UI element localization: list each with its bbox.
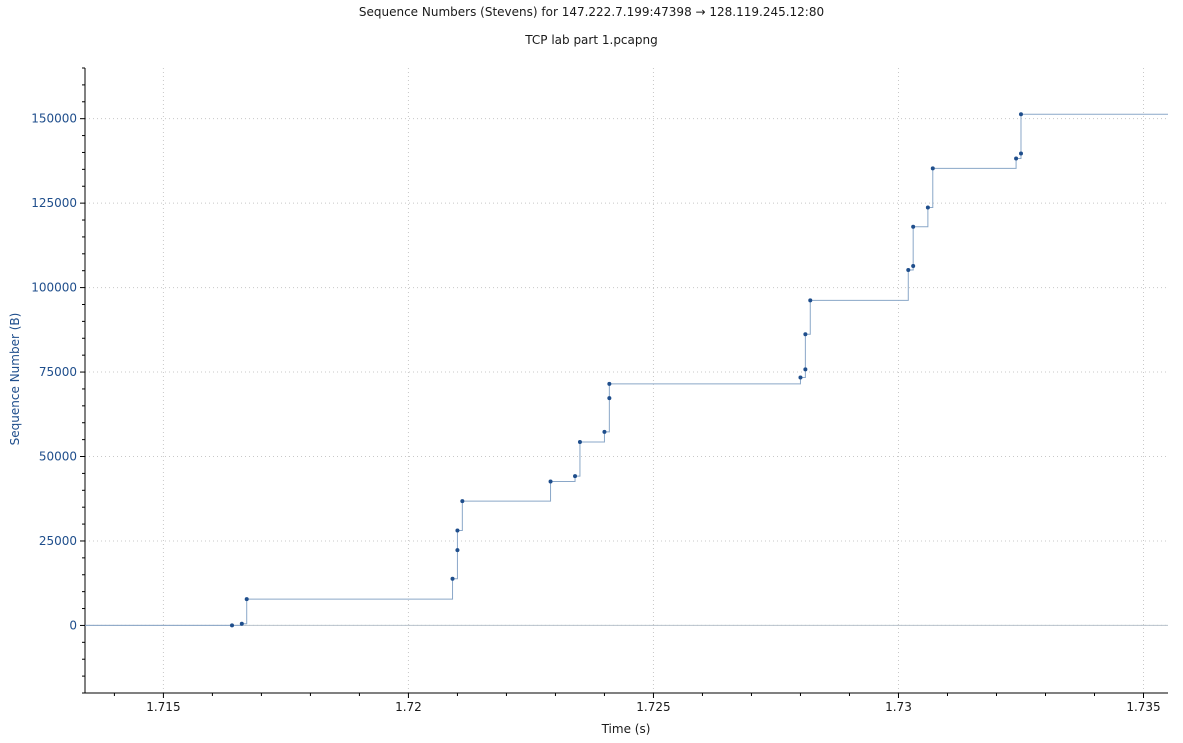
y-tick-label: 100000 [31,281,77,295]
data-point[interactable] [244,597,249,602]
data-point[interactable] [548,479,553,484]
data-point[interactable] [577,439,582,444]
data-point[interactable] [930,166,935,171]
data-point[interactable] [455,548,460,553]
data-point[interactable] [607,381,612,386]
data-point[interactable] [925,205,930,210]
data-point[interactable] [602,429,607,434]
data-point[interactable] [798,375,803,380]
data-point[interactable] [808,298,813,303]
y-tick-label: 25000 [39,534,77,548]
x-tick-label: 1.735 [1126,700,1160,714]
axes [80,67,1168,698]
sequence-step-line [85,113,1168,626]
data-point[interactable] [607,396,612,401]
x-tick-label: 1.715 [146,700,180,714]
y-tick-label: 150000 [31,112,77,126]
x-tick-label: 1.725 [636,700,670,714]
data-point[interactable] [460,499,465,504]
x-axis-label: Time (s) [601,722,651,736]
data-point[interactable] [803,332,808,337]
data-point[interactable] [1014,156,1019,161]
data-point[interactable] [455,528,460,533]
y-axis-label: Sequence Number (B) [8,313,22,446]
y-tick-label: 0 [69,618,77,632]
y-tick-label: 125000 [31,196,77,210]
x-tick-labels: 1.715 1.72 1.725 1.73 1.735 [146,700,1160,714]
data-point[interactable] [450,576,455,581]
y-tick-label: 50000 [39,450,77,464]
y-tick-label: 75000 [39,365,77,379]
data-points [230,112,1023,628]
data-point[interactable] [230,623,235,628]
y-tick-labels: 0 25000 50000 75000 100000 125000 150000 [31,112,77,633]
chart-subtitle: TCP lab part 1.pcapng [525,33,658,47]
x-tick-label: 1.72 [395,700,422,714]
x-tick-label: 1.73 [885,700,912,714]
data-point[interactable] [239,621,244,626]
data-point[interactable] [1018,112,1023,117]
data-point[interactable] [1018,151,1023,156]
data-point[interactable] [911,263,916,268]
data-point[interactable] [906,268,911,273]
data-point[interactable] [803,367,808,372]
data-point[interactable] [911,224,916,229]
chart-title: Sequence Numbers (Stevens) for 147.222.7… [358,5,825,19]
data-point[interactable] [573,474,578,479]
